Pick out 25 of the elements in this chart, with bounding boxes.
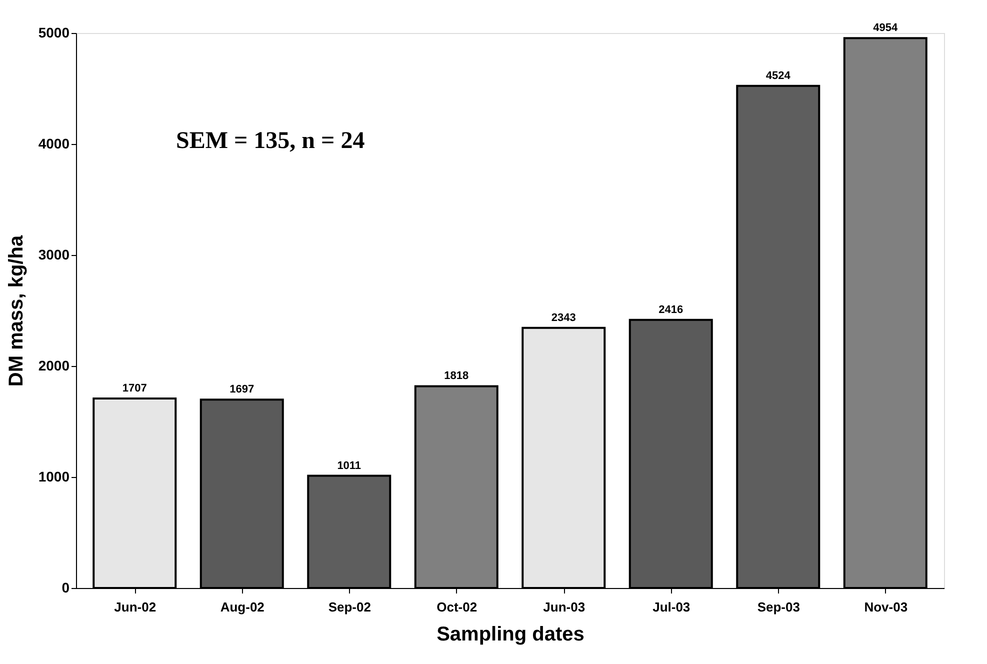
- x-tick-label: Sep-02: [328, 600, 371, 614]
- y-axis-title: DM mass, kg/ha: [5, 234, 28, 387]
- x-tick-label: Jun-02: [114, 600, 156, 614]
- data-label: 2416: [658, 304, 684, 316]
- x-tick-label: Aug-02: [220, 600, 264, 614]
- x-tick-label: Jun-03: [543, 600, 586, 614]
- y-tick-label: 5000: [38, 24, 70, 40]
- data-label: 4954: [873, 22, 898, 34]
- annotation: SEM = 135, n = 24: [176, 128, 365, 154]
- x-tick-label: Jul-03: [652, 600, 690, 614]
- y-tick-label: 1000: [38, 468, 70, 484]
- x-tick-label: Sep-03: [757, 600, 800, 614]
- data-label: 1697: [230, 384, 254, 396]
- data-label: 1818: [444, 370, 469, 382]
- y-tick-label: 0: [62, 580, 70, 596]
- y-tick-label: 4000: [38, 136, 70, 152]
- y-tick-label: 3000: [38, 246, 70, 262]
- data-label: 2343: [551, 312, 576, 324]
- x-axis-title: Sampling dates: [436, 624, 584, 646]
- x-tick-label: Nov-03: [864, 600, 908, 614]
- data-label: 1707: [122, 382, 147, 395]
- data-label: 4524: [766, 70, 792, 82]
- data-label: 1011: [337, 460, 362, 472]
- y-tick-label: 2000: [38, 358, 70, 374]
- x-tick-label: Oct-02: [436, 600, 478, 614]
